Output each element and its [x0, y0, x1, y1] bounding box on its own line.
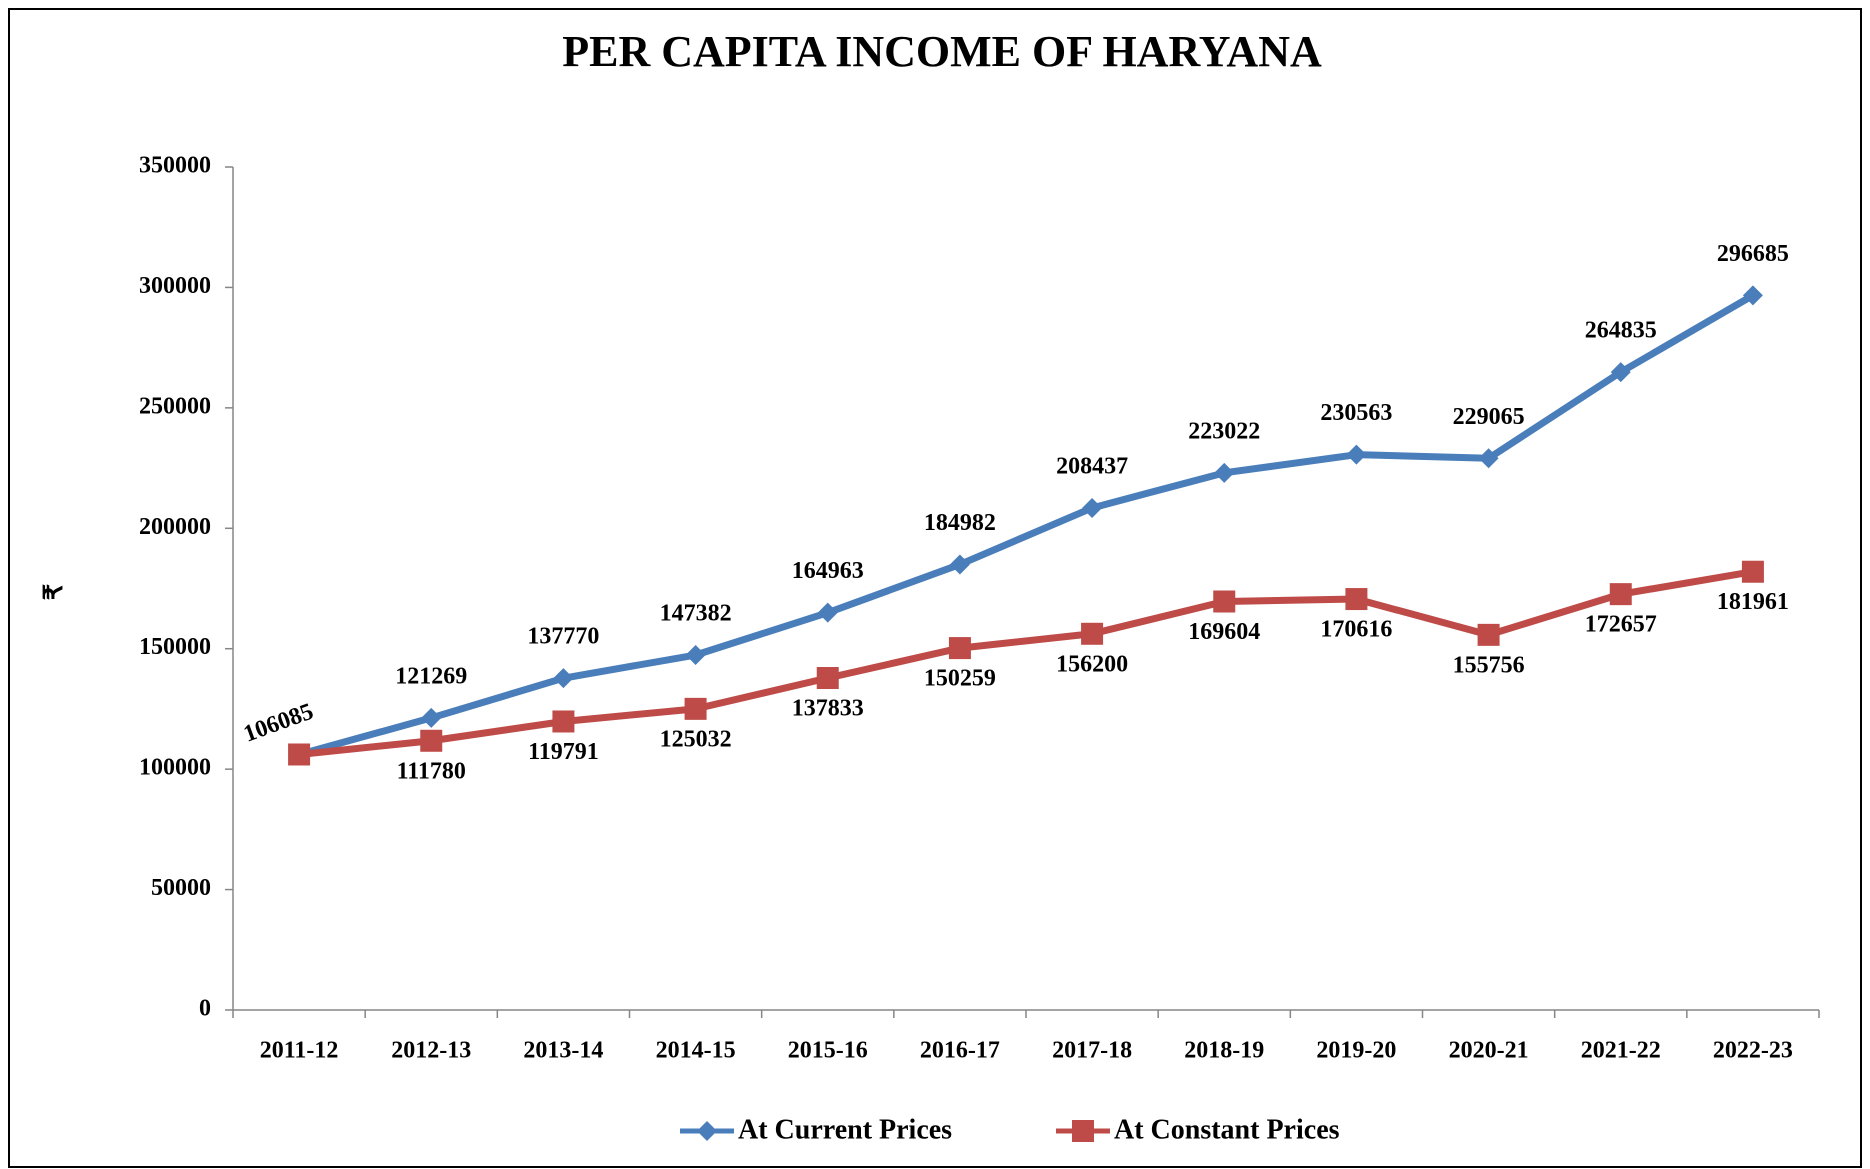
data-label: 125032: [660, 726, 732, 752]
point: [1742, 285, 1763, 306]
y-tick-label: 150000: [139, 634, 211, 660]
point: [816, 667, 839, 690]
data-label: 137833: [792, 696, 864, 722]
x-tick-label: 2016-17: [920, 1038, 1000, 1064]
data-label: 181961: [1717, 589, 1789, 615]
data-label: 121269: [395, 663, 467, 689]
y-tick-label: 350000: [139, 153, 211, 179]
data-label: 170616: [1320, 617, 1392, 643]
data-label: 119791: [528, 739, 599, 765]
x-tick-label: 2017-18: [1052, 1038, 1132, 1064]
point: [552, 710, 575, 733]
series-line: [298, 568, 1754, 758]
data-label: 296685: [1717, 241, 1789, 267]
point: [1610, 362, 1631, 383]
data-label: 156200: [1056, 651, 1128, 677]
data-label: 264835: [1585, 318, 1657, 344]
point: [1346, 444, 1367, 465]
point: [1082, 497, 1103, 518]
x-tick-label: 2014-15: [656, 1038, 736, 1064]
y-axis-label: ₹: [39, 584, 68, 601]
point: [1214, 462, 1235, 483]
data-label: 155756: [1453, 652, 1525, 678]
point: [1345, 588, 1368, 611]
data-label: 208437: [1056, 453, 1128, 479]
x-tick-label: 2021-22: [1581, 1038, 1661, 1064]
point: [949, 554, 970, 575]
point: [697, 1121, 717, 1141]
point: [288, 743, 311, 766]
point: [1213, 590, 1236, 613]
y-tick-label: 300000: [139, 273, 211, 299]
series-line: [298, 292, 1755, 758]
point: [685, 645, 706, 666]
point: [1081, 622, 1104, 645]
x-tick-label: 2011-12: [260, 1038, 339, 1064]
frame: [8, 8, 1862, 1168]
data-label: 164963: [792, 558, 864, 584]
point: [421, 707, 442, 728]
legend-label: At Constant Prices: [1114, 1114, 1340, 1145]
data-label: 147382: [660, 601, 732, 627]
point: [684, 697, 707, 720]
data-label: 169604: [1188, 619, 1260, 645]
x-tick-label: 2022-23: [1713, 1038, 1793, 1064]
x-tick-label: 2012-13: [391, 1038, 471, 1064]
point: [817, 602, 838, 623]
point: [1609, 583, 1632, 606]
data-label: 230563: [1320, 400, 1392, 426]
data-label: 137770: [527, 624, 599, 650]
point: [1741, 560, 1764, 583]
x-tick-label: 2019-20: [1316, 1038, 1396, 1064]
y-tick-label: 50000: [151, 875, 211, 901]
point: [1072, 1120, 1094, 1142]
y-tick-label: 0: [199, 996, 211, 1022]
legend-item: At Current Prices: [680, 1114, 952, 1145]
point: [948, 637, 971, 660]
data-label: 229065: [1453, 404, 1525, 430]
point: [553, 668, 574, 689]
x-tick-label: 2020-21: [1449, 1038, 1529, 1064]
chart-title: PER CAPITA INCOME OF HARYANA: [562, 27, 1322, 76]
legend-label: At Current Prices: [738, 1114, 952, 1145]
point: [420, 729, 443, 752]
point: [1478, 448, 1499, 469]
data-label: 223022: [1188, 418, 1260, 444]
x-tick-label: 2018-19: [1184, 1038, 1264, 1064]
data-label: 172657: [1585, 612, 1657, 638]
y-tick-label: 200000: [139, 514, 211, 540]
x-tick-label: 2015-16: [788, 1038, 868, 1064]
legend-item: At Constant Prices: [1056, 1114, 1340, 1145]
data-label: 184982: [924, 510, 996, 536]
x-tick-label: 2013-14: [523, 1038, 603, 1064]
point: [1477, 623, 1500, 646]
data-label: 111780: [397, 758, 466, 784]
y-tick-label: 100000: [139, 755, 211, 781]
data-label: 150259: [924, 666, 996, 692]
y-tick-label: 250000: [139, 393, 211, 419]
